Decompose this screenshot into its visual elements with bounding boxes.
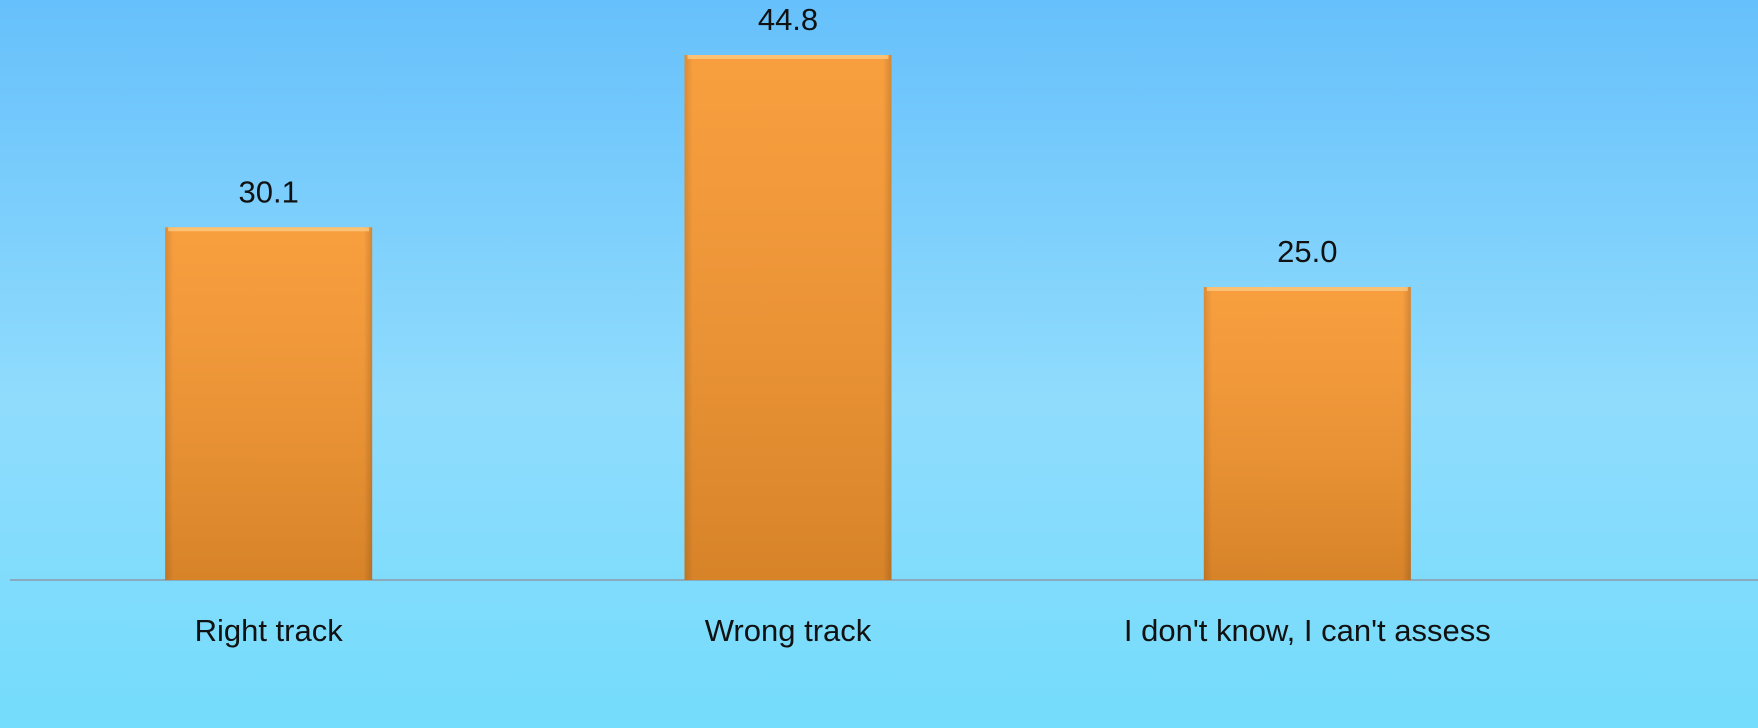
value-label: 30.1 xyxy=(238,174,298,209)
bar-bevel xyxy=(684,55,892,580)
value-label: 44.8 xyxy=(758,2,818,37)
bar-highlight xyxy=(1206,287,1408,292)
bar-bevel xyxy=(1203,287,1411,580)
bar-highlight xyxy=(687,55,889,59)
bar-highlight xyxy=(168,227,370,232)
x-tick-label: Wrong track xyxy=(705,613,872,648)
value-label: 25.0 xyxy=(1277,234,1337,269)
x-tick-label: Right track xyxy=(195,613,344,648)
x-tick-label: I don't know, I can't assess xyxy=(1124,613,1491,648)
bar-bevel xyxy=(165,227,373,580)
